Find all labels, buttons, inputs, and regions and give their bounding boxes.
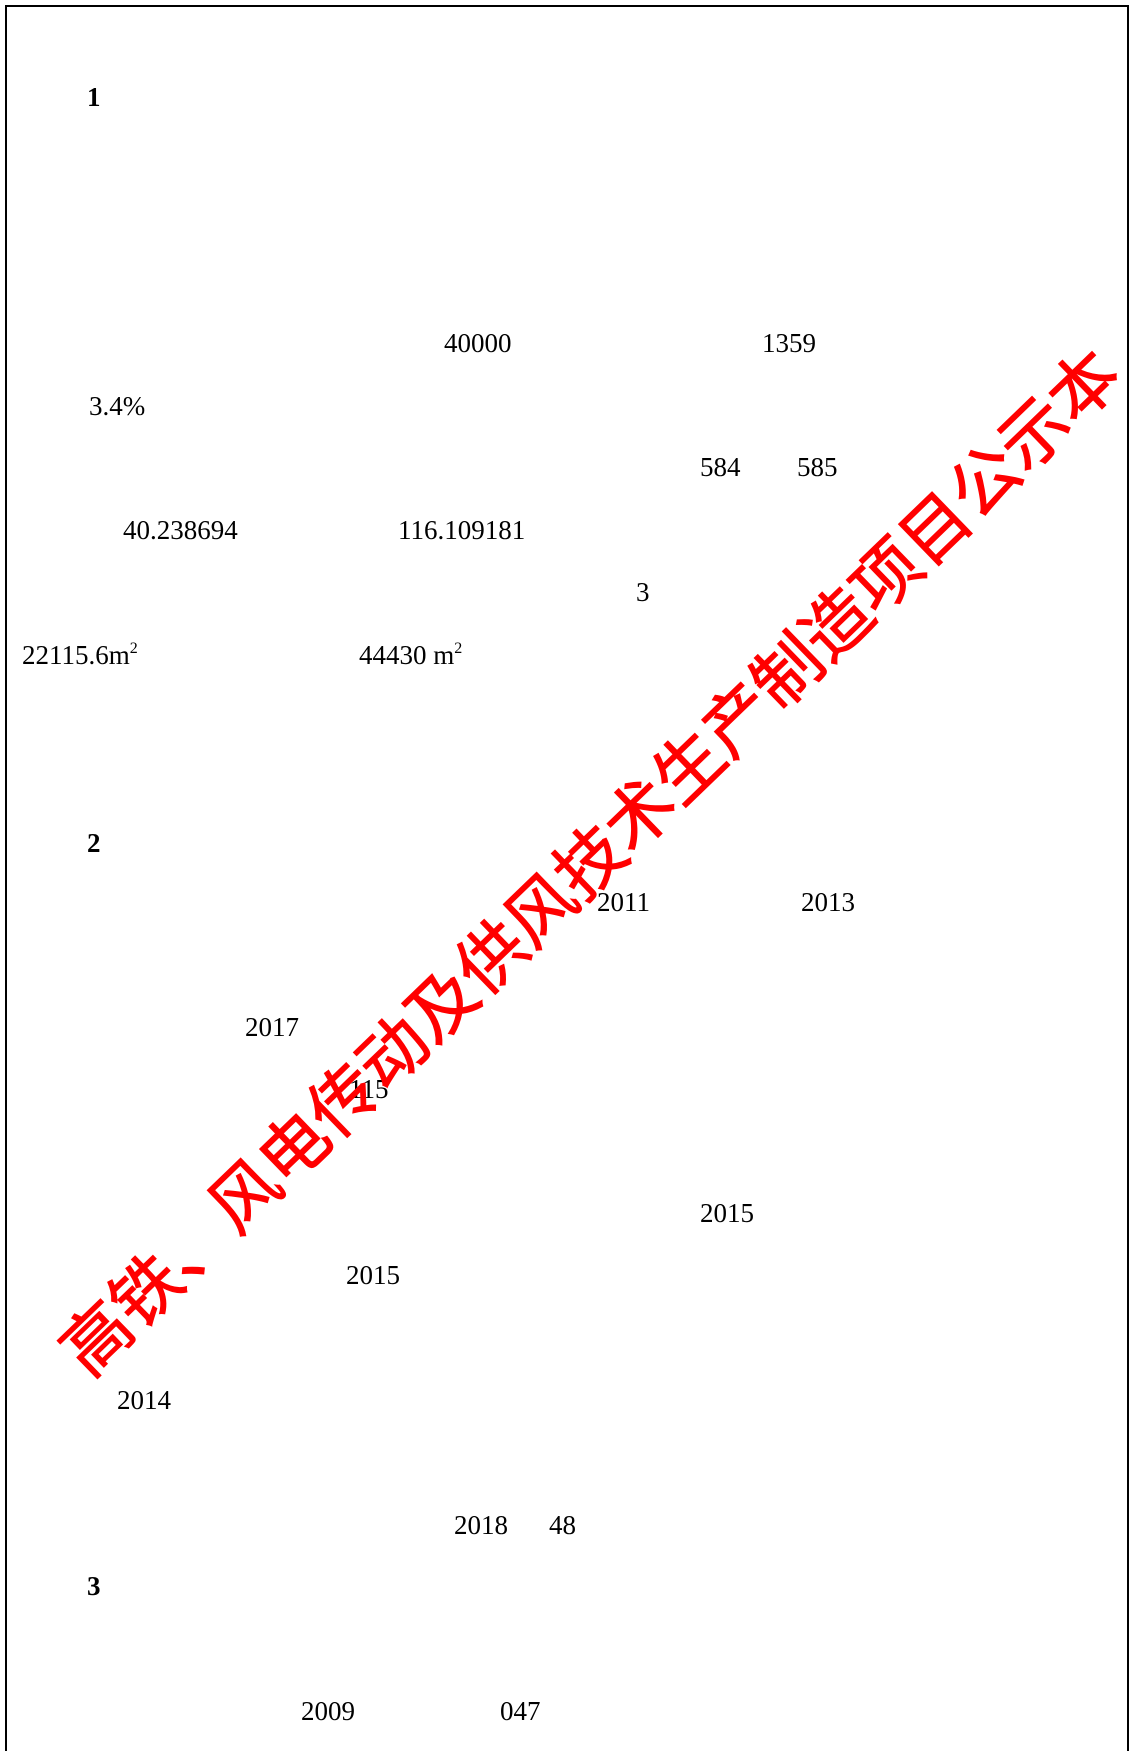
number-text: 40.238694: [123, 517, 238, 544]
number-text: 2015: [346, 1262, 400, 1289]
number-text: 2015: [700, 1200, 754, 1227]
watermark: 高铁、风电传动及供风技术生产制造项目公示本: [46, 335, 1132, 1392]
text: 48: [549, 1510, 576, 1540]
text: 40.238694: [123, 515, 238, 545]
number-text: 115: [349, 1076, 389, 1103]
text: 22115.6m: [22, 640, 130, 670]
text: 3.4%: [89, 391, 146, 421]
number-text: 116.109181: [398, 517, 525, 544]
number-text: 2011: [597, 889, 650, 916]
text: 2015: [346, 1260, 400, 1290]
superscript: 2: [454, 640, 463, 657]
border-top: [5, 5, 1129, 7]
number-text: 22115.6m2: [22, 641, 138, 669]
number-text: 1359: [762, 330, 816, 357]
section-number: 1: [87, 82, 101, 112]
number-text: 48: [549, 1512, 576, 1539]
number-text: 3.4%: [89, 393, 145, 420]
text: 116.109181: [398, 515, 526, 545]
text: 585: [797, 452, 838, 482]
number-text: 2009: [301, 1698, 355, 1725]
section-number: 3: [87, 1571, 101, 1601]
text: 44430 m: [359, 640, 455, 670]
text: 2018: [454, 1510, 508, 1540]
text: 2009: [301, 1696, 355, 1726]
number-text: 2018: [454, 1512, 508, 1539]
superscript: 2: [129, 640, 138, 657]
text: 115: [349, 1074, 389, 1104]
number-text: 2014: [117, 1387, 171, 1414]
text: 40000: [444, 328, 512, 358]
number-text: 40000: [444, 330, 512, 357]
number-text: 44430 m2: [359, 641, 462, 669]
number-text: 2013: [801, 889, 855, 916]
text: 2017: [245, 1012, 299, 1042]
text: 1359: [762, 328, 816, 358]
text: 584: [700, 452, 741, 482]
number-text: 584: [700, 454, 741, 481]
text: 3: [636, 577, 650, 607]
text: 2013: [801, 887, 855, 917]
number-text: 585: [797, 454, 838, 481]
text: 047: [500, 1696, 541, 1726]
number-text: 2017: [245, 1014, 299, 1041]
text: 2015: [700, 1198, 754, 1228]
section-number: 2: [87, 828, 101, 858]
text: 2014: [117, 1385, 171, 1415]
number-text: 3: [636, 579, 650, 606]
border-right: [1127, 5, 1129, 1751]
number-text: 047: [500, 1698, 541, 1725]
text: 2011: [597, 887, 650, 917]
border-left: [5, 5, 7, 1751]
